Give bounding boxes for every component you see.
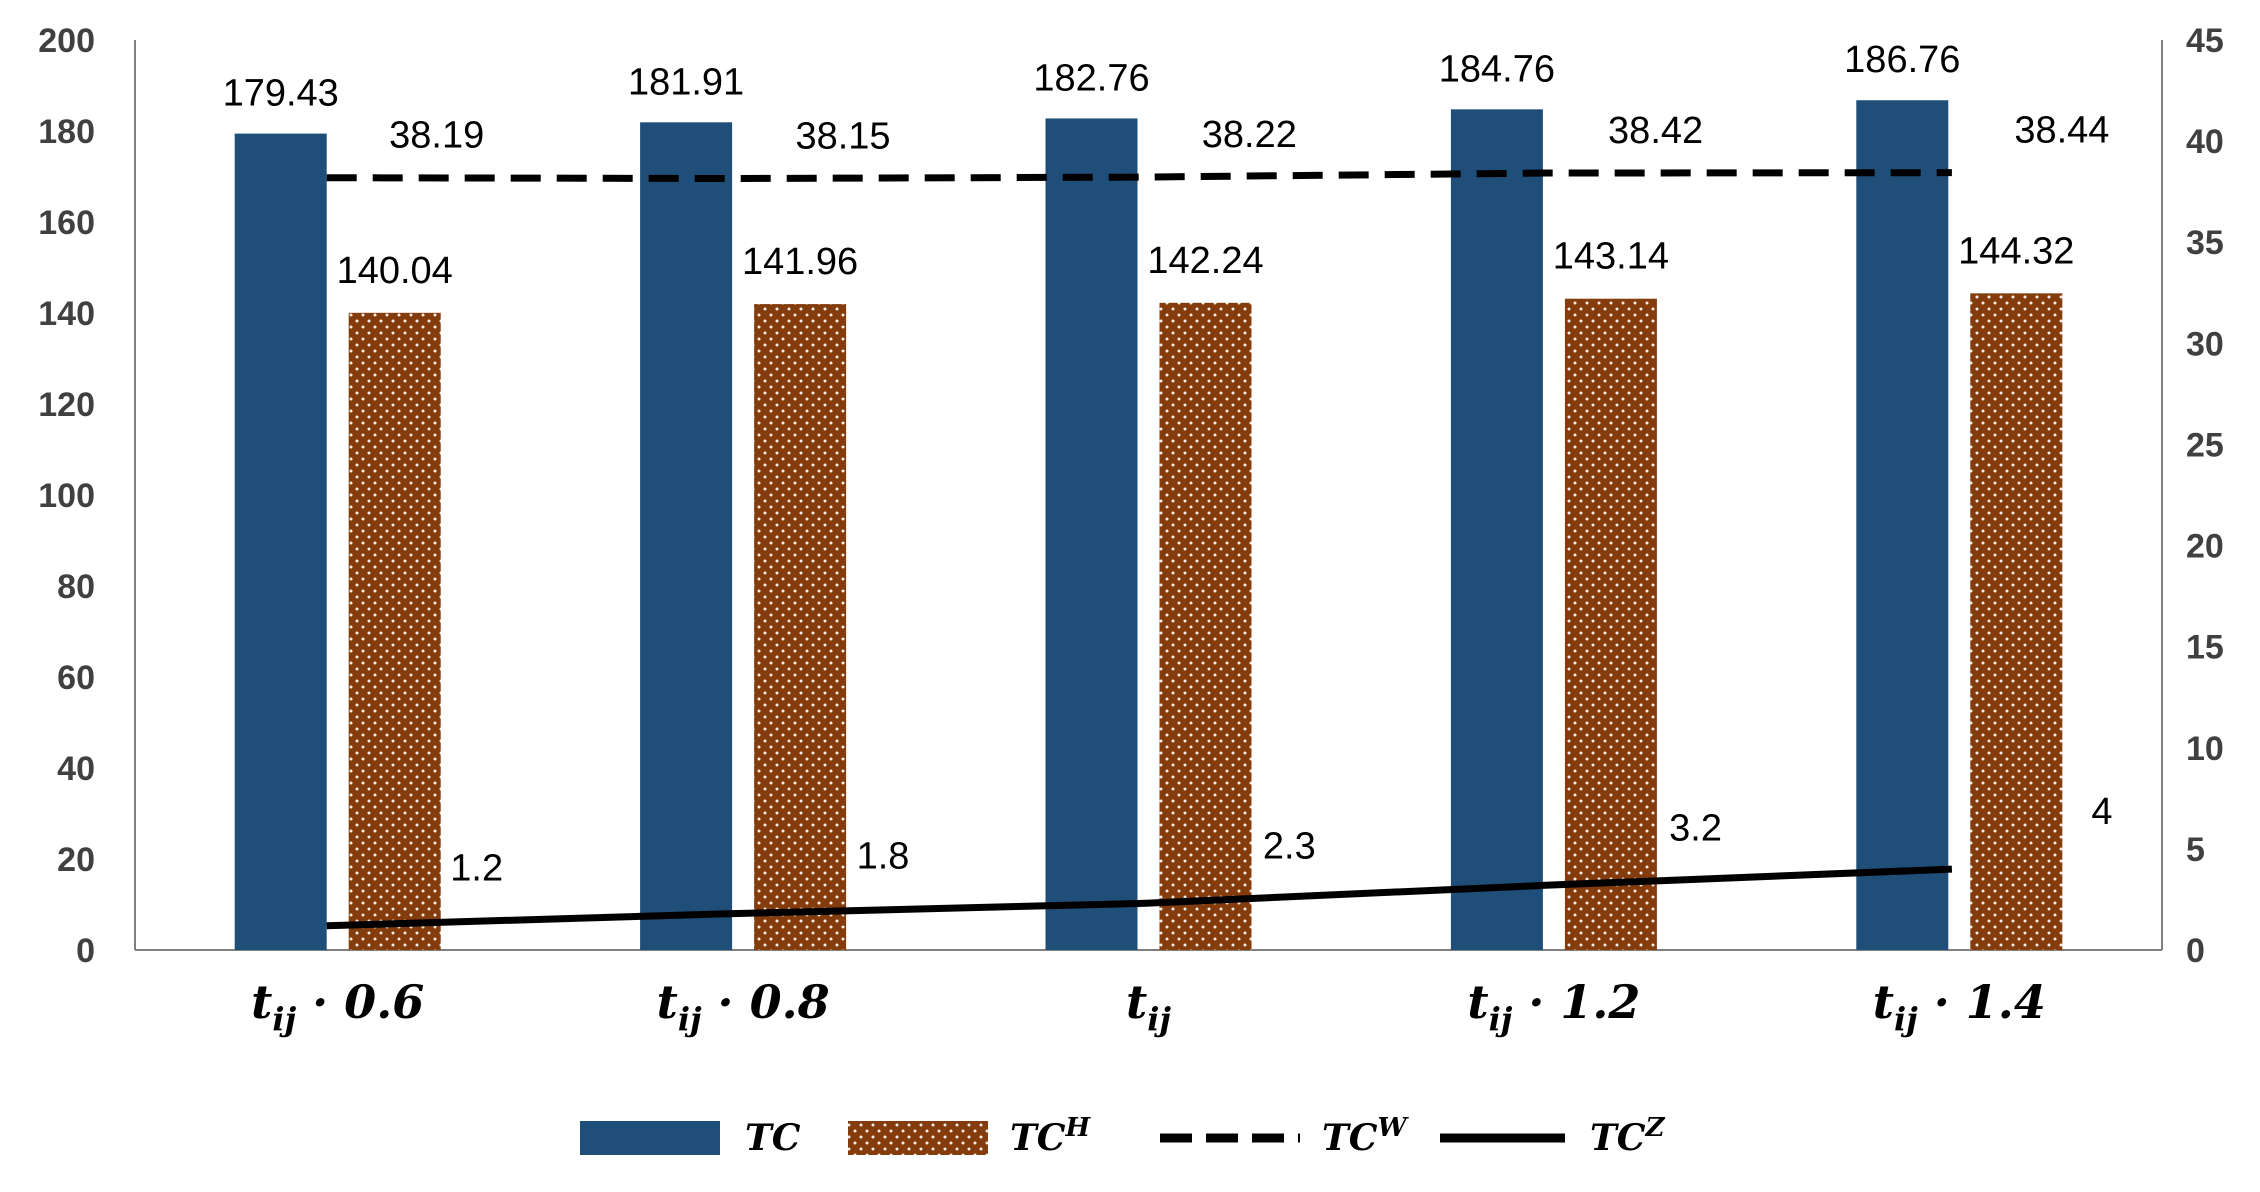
y-left-tick-label: 140 [38, 295, 95, 333]
category-labels: tij · 0.6 tij · 0.8 tij tij · 1.2 tij · 1.4 [251, 975, 2046, 1038]
bar-tch [348, 312, 441, 950]
y-left-tick-label: 60 [57, 659, 95, 697]
series-tcw-line [326, 169, 1952, 183]
data-label-tch: 142.24 [1147, 240, 1263, 282]
y-left-tick-label: 80 [57, 568, 95, 606]
data-label-tcz: 4 [2091, 791, 2112, 833]
bar-tch [1970, 293, 2063, 950]
bar-tch [754, 304, 847, 950]
category-label-sub: ij [678, 1000, 702, 1038]
category-label: tij · 0.6 [251, 975, 424, 1038]
y-left-tick-label: 20 [57, 841, 95, 879]
data-label-tch: 143.14 [1553, 236, 1669, 278]
y-right-tick-label: 45 [2186, 22, 2224, 60]
y-left-ticks: 0 20 40 60 80 100 120 140 160 180 200 [38, 22, 95, 970]
category-label-suffix: · 1.4 [1918, 975, 2046, 1029]
bar-tc [1450, 109, 1543, 951]
legend-label-tcw: TCW [1322, 1113, 1409, 1159]
data-label-tc: 179.43 [223, 73, 339, 115]
data-label-tch: 140.04 [337, 250, 453, 292]
y-right-tick-label: 15 [2186, 629, 2224, 667]
category-label-base: t [657, 975, 678, 1029]
y-right-tick-label: 30 [2186, 325, 2224, 363]
data-label-tcz: 1.8 [857, 836, 910, 878]
legend-swatch-tch [848, 1121, 988, 1155]
category-label-sub: ij [272, 1000, 296, 1038]
category-label-sub: ij [1894, 1000, 1918, 1038]
data-label-tcz: 3.2 [1669, 807, 1722, 849]
category-label-suffix: · 0.6 [296, 975, 424, 1029]
series-tcz-line [326, 865, 1953, 930]
data-label-tc: 186.76 [1844, 39, 1960, 81]
data-label-tcz: 1.2 [450, 848, 503, 890]
data-label-tcw: 38.15 [795, 116, 890, 158]
y-right-tick-label: 5 [2186, 831, 2205, 869]
legend-label-sup: W [1377, 1113, 1409, 1143]
legend-label-tcz: TCZ [1590, 1113, 1665, 1159]
legend-label-base: TC [745, 1117, 801, 1159]
data-label-tc: 181.91 [628, 61, 744, 103]
y-right-tick-label: 20 [2186, 528, 2224, 566]
bar-tc [640, 122, 733, 950]
bar-tch [1564, 298, 1657, 950]
y-left-tick-label: 180 [38, 113, 95, 151]
bar-tch [1159, 302, 1252, 951]
legend-label-base: TC [1590, 1117, 1646, 1159]
data-label-tch: 144.32 [1958, 230, 2074, 272]
data-label-tcw: 38.22 [1202, 114, 1297, 156]
y-left-tick-label: 200 [38, 22, 95, 60]
data-labels: 179.43 140.04 181.91 141.96 182.76 142.24 184.… [223, 39, 2113, 889]
legend-label-base: TC [1322, 1117, 1378, 1159]
data-label-tc: 184.76 [1439, 48, 1555, 90]
data-label-tcw: 38.19 [389, 115, 484, 157]
series-tch-bars [348, 293, 2063, 951]
category-label-base: t [1873, 975, 1894, 1029]
category-label-base: t [251, 975, 272, 1029]
data-label-tcw: 38.42 [1608, 110, 1703, 152]
legend: TC TCH TCW TCZ [580, 1113, 1665, 1159]
category-label: tij · 1.2 [1467, 975, 1640, 1038]
legend-label-sup: Z [1644, 1113, 1665, 1143]
y-left-tick-label: 100 [38, 477, 95, 515]
data-label-tcw: 38.44 [2014, 110, 2109, 152]
y-right-tick-label: 35 [2186, 224, 2224, 262]
y-left-tick-label: 0 [76, 932, 95, 970]
line-tcw [326, 169, 1952, 183]
legend-label-sup: H [1064, 1113, 1091, 1143]
data-label-tcz: 2.3 [1263, 825, 1316, 867]
legend-label-tc: TC [745, 1117, 801, 1159]
y-left-tick-label: 40 [57, 750, 95, 788]
category-label-sub: ij [1147, 1000, 1171, 1038]
bar-tc [1045, 118, 1138, 950]
legend-swatch-tc [580, 1121, 720, 1155]
category-label-suffix: · 0.8 [702, 975, 830, 1029]
y-right-tick-label: 40 [2186, 123, 2224, 161]
y-right-tick-label: 10 [2186, 730, 2224, 768]
series-tc-bars [234, 100, 1949, 951]
category-label-base: t [1467, 975, 1488, 1029]
y-right-tick-label: 25 [2186, 426, 2224, 464]
category-label: tij · 0.8 [657, 975, 830, 1038]
y-left-tick-label: 160 [38, 204, 95, 242]
category-label: tij · 1.4 [1873, 975, 2046, 1038]
legend-label-base: TC [1010, 1117, 1066, 1159]
category-label: tij [1126, 975, 1171, 1038]
line-tcz [326, 865, 1953, 930]
bar-tc [1856, 100, 1949, 950]
data-label-tc: 182.76 [1033, 57, 1149, 99]
y-right-tick-label: 0 [2186, 932, 2205, 970]
category-label-suffix: · 1.2 [1512, 975, 1640, 1029]
category-label-sub: ij [1489, 1000, 1513, 1038]
y-right-ticks: 0 5 10 15 20 25 30 35 40 45 [2186, 22, 2224, 970]
bar-tc [234, 133, 327, 950]
y-left-tick-label: 120 [38, 386, 95, 424]
data-label-tch: 141.96 [742, 241, 858, 283]
axes [134, 40, 2163, 951]
legend-label-tch: TCH [1010, 1113, 1091, 1159]
category-label-base: t [1126, 975, 1147, 1029]
